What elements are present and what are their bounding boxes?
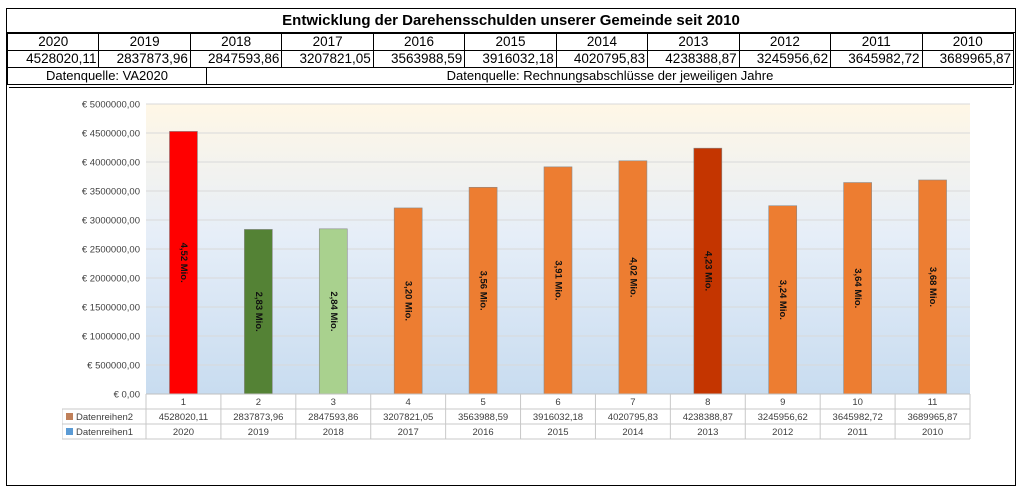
y-tick-label: € 3000000,00 (82, 216, 140, 227)
bar (393, 207, 423, 395)
data-table-cell: 3645982,72 (833, 412, 883, 423)
header-values-row: 4528020,11 2837873,96 2847593,86 3207821,05… (6, 50, 1015, 68)
legend-label: Datenreihen1 (76, 427, 133, 438)
y-tick-label: € 4000000,00 (82, 158, 140, 169)
bar-chart: € 0,00 € 500000,00 € 1000000,00 € 1500000,0… (62, 100, 971, 440)
header-year-cell: 2013 (647, 33, 740, 51)
bar-data-label: 3,24 Mio. (777, 280, 788, 320)
data-table-cell: 2010 (922, 427, 943, 438)
bar (843, 182, 872, 395)
header-value-cell: 3689965,87 (921, 50, 1015, 68)
bar-data-label: 2,84 Mio. (328, 291, 339, 331)
report-frame: Entwicklung der Darehensschulden unserer… (6, 8, 1016, 486)
data-table-cell: 2011 (847, 427, 867, 438)
data-table-cell: 2014 (622, 427, 643, 438)
bar-data-label: 3,56 Mio. (478, 271, 489, 311)
data-table-cell: 2016 (473, 427, 494, 438)
source-right: Datenquelle: Rechnungsabschlüsse der jew… (206, 67, 1014, 85)
bar-data-label: 4,02 Mio. (627, 257, 638, 297)
bar-data-label: 3,91 Mio. (552, 260, 563, 300)
y-tick-label: € 3500000,00 (82, 187, 140, 198)
header-value-cell: 2847593,86 (189, 50, 283, 68)
header-year-cell: 2011 (830, 33, 923, 51)
data-table-cell: 3689965,87 (907, 412, 957, 423)
header-year-cell: 2017 (281, 33, 374, 51)
bar-data-label: 4,52 Mio. (178, 243, 189, 283)
bar (318, 228, 348, 395)
chart-area (9, 87, 1012, 484)
x-tick-label: 11 (928, 397, 938, 408)
x-tick-label: 4 (406, 397, 411, 408)
header-year-cell: 2014 (555, 33, 649, 51)
bar-data-label: 4,23 Mio. (702, 251, 713, 291)
bar-data-label: 3,68 Mio. (927, 267, 938, 307)
y-tick-label: € 1000000,00 (82, 332, 140, 343)
data-table-cell: 2013 (697, 427, 718, 438)
bar (918, 179, 947, 395)
header-value-cell: 4020795,83 (555, 50, 649, 68)
legend-swatch (66, 413, 73, 420)
data-table-cell: 3245956,62 (758, 412, 808, 423)
bar (693, 147, 723, 395)
source-left: Datenquelle: VA2020 (7, 67, 207, 85)
y-tick-label: € 2500000,00 (82, 245, 140, 256)
x-tick-label: 3 (331, 397, 336, 408)
y-tick-label: € 5000000,00 (82, 100, 140, 111)
x-tick-label: 10 (852, 397, 863, 408)
data-table-cell: 4528020,11 (159, 412, 209, 423)
header-year-cell: 2010 (921, 33, 1015, 51)
header-value-cell: 4528020,11 (6, 50, 100, 68)
bar-data-label: 2,83 Mio. (253, 292, 264, 332)
bar (468, 186, 498, 395)
legend-swatch (66, 428, 73, 435)
data-table-cell: 2847593,86 (308, 412, 358, 423)
header-value-cell: 3207821,05 (281, 50, 374, 68)
x-tick-label: 7 (630, 397, 635, 408)
y-tick-label: € 1500000,00 (82, 303, 140, 314)
y-tick-label: € 2000000,00 (82, 274, 140, 285)
header-year-cell: 2019 (98, 33, 191, 51)
page-title: Entwicklung der Darehensschulden unserer… (7, 9, 1015, 33)
data-table-cell: 2020 (173, 427, 194, 438)
data-table-cell: 2017 (398, 427, 419, 438)
header-value-cell: 3916032,18 (464, 50, 557, 68)
bar-data-label: 3,64 Mio. (852, 268, 863, 308)
data-table-cell: 3207821,05 (383, 412, 433, 423)
x-tick-label: 6 (555, 397, 560, 408)
y-tick-label: € 500000,00 (87, 361, 140, 372)
header-year-cell: 2015 (464, 33, 557, 51)
header-value-cell: 3563988,59 (372, 50, 466, 68)
data-table-cell: 4020795,83 (608, 412, 658, 423)
header-value-cell: 3245956,62 (738, 50, 832, 68)
x-tick-label: 1 (181, 397, 186, 408)
data-table-cell: 2015 (547, 427, 568, 438)
bar-data-label: 3,20 Mio. (403, 281, 414, 321)
header-value-cell: 2837873,96 (98, 50, 191, 68)
x-tick-label: 8 (705, 397, 710, 408)
bar (244, 229, 273, 395)
data-table-cell: 2012 (772, 427, 793, 438)
bar (543, 166, 573, 395)
x-tick-label: 9 (780, 397, 785, 408)
x-tick-label: 5 (480, 397, 485, 408)
header-value-cell: 3645982,72 (830, 50, 923, 68)
y-tick-label: € 0,00 (114, 390, 140, 401)
data-table-cell: 3563988,59 (458, 412, 508, 423)
bar (618, 160, 648, 395)
data-table-cell: 3916032,18 (533, 412, 583, 423)
header-year-cell: 2018 (189, 33, 283, 51)
header-value-cell: 4238388,87 (647, 50, 740, 68)
data-table-cell: 2837873,96 (233, 412, 283, 423)
header-year-cell: 2012 (738, 33, 832, 51)
legend-label: Datenreihen2 (76, 412, 133, 423)
data-table-cell: 2018 (323, 427, 344, 438)
header-year-cell: 2020 (6, 33, 100, 51)
header-years-row: 2020 2019 2018 2017 2016 2015 2014 2013 2012 2011… (6, 33, 1015, 51)
data-table-cell: 4238388,87 (683, 412, 733, 423)
header-year-cell: 2016 (372, 33, 466, 51)
y-tick-label: € 4500000,00 (82, 129, 140, 140)
x-tick-label: 2 (256, 397, 261, 408)
data-table-cell: 2019 (248, 427, 269, 438)
header-source-row: Datenquelle: VA2020 Datenquelle: Rechnun… (7, 67, 1014, 85)
